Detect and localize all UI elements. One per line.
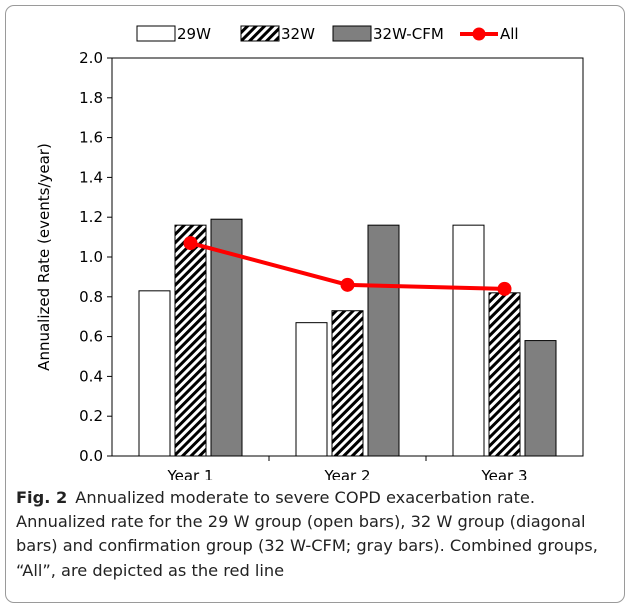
y-tick-label: 1.4 [79, 168, 103, 186]
y-tick-label: 0.2 [79, 407, 103, 425]
y-tick-label: 0.0 [79, 447, 103, 465]
y-tick-label: 2.0 [79, 49, 103, 67]
bar-32w [488, 292, 521, 457]
figure-frame [5, 5, 625, 603]
caption-text: Annualized moderate to severe COPD exace… [16, 488, 598, 580]
chart-legend: 29W 32W 32W-CFM All [136, 25, 519, 43]
bar-32w-cfm [210, 218, 243, 457]
legend-marker-all [472, 27, 486, 41]
point-all [183, 236, 198, 251]
figure-caption: Fig. 2 Annualized moderate to severe COPD… [16, 486, 616, 583]
bar-32w [174, 224, 207, 457]
y-tick-label: 1.6 [79, 129, 103, 147]
bar-line-chart: 29W 32W 32W-CFM All 0.0 0.2 0.4 0.6 0.8 1.0 1.2 1.… [35, 25, 584, 480]
x-tick-label: Year 2 [323, 467, 370, 480]
bar-29w [138, 290, 171, 457]
x-tick-label: Year 3 [480, 467, 527, 480]
legend-label-32w-cfm: 32W-CFM [373, 25, 444, 43]
y-tick-label: 1.0 [79, 248, 103, 266]
bar-32w-cfm [367, 224, 400, 457]
bar-29w [452, 224, 485, 457]
bar-29w [295, 322, 328, 457]
y-tick-label: 0.8 [79, 288, 103, 306]
point-all [340, 277, 355, 292]
y-axis-label: Annualized Rate (events/year) [35, 143, 53, 371]
plot-area: 0.0 0.2 0.4 0.6 0.8 1.0 1.2 1.4 1.6 1.8 2.0 Year 1 Y… [79, 49, 584, 480]
legend-swatch-29w [136, 25, 176, 42]
bar-32w [331, 310, 364, 457]
legend-label-29w: 29W [177, 25, 211, 43]
point-all [497, 281, 512, 296]
legend-label-all: All [500, 25, 519, 43]
legend-swatch-32w-cfm [332, 25, 372, 42]
legend-swatch-32w [240, 25, 280, 42]
x-tick-label: Year 1 [166, 467, 213, 480]
y-tick-label: 0.4 [79, 367, 103, 385]
y-tick-label: 0.6 [79, 328, 103, 346]
y-tick-label: 1.8 [79, 89, 103, 107]
bar-32w-cfm [524, 340, 557, 457]
legend-label-32w: 32W [281, 25, 315, 43]
caption-label: Fig. 2 [16, 488, 68, 507]
y-tick-label: 1.2 [79, 208, 103, 226]
